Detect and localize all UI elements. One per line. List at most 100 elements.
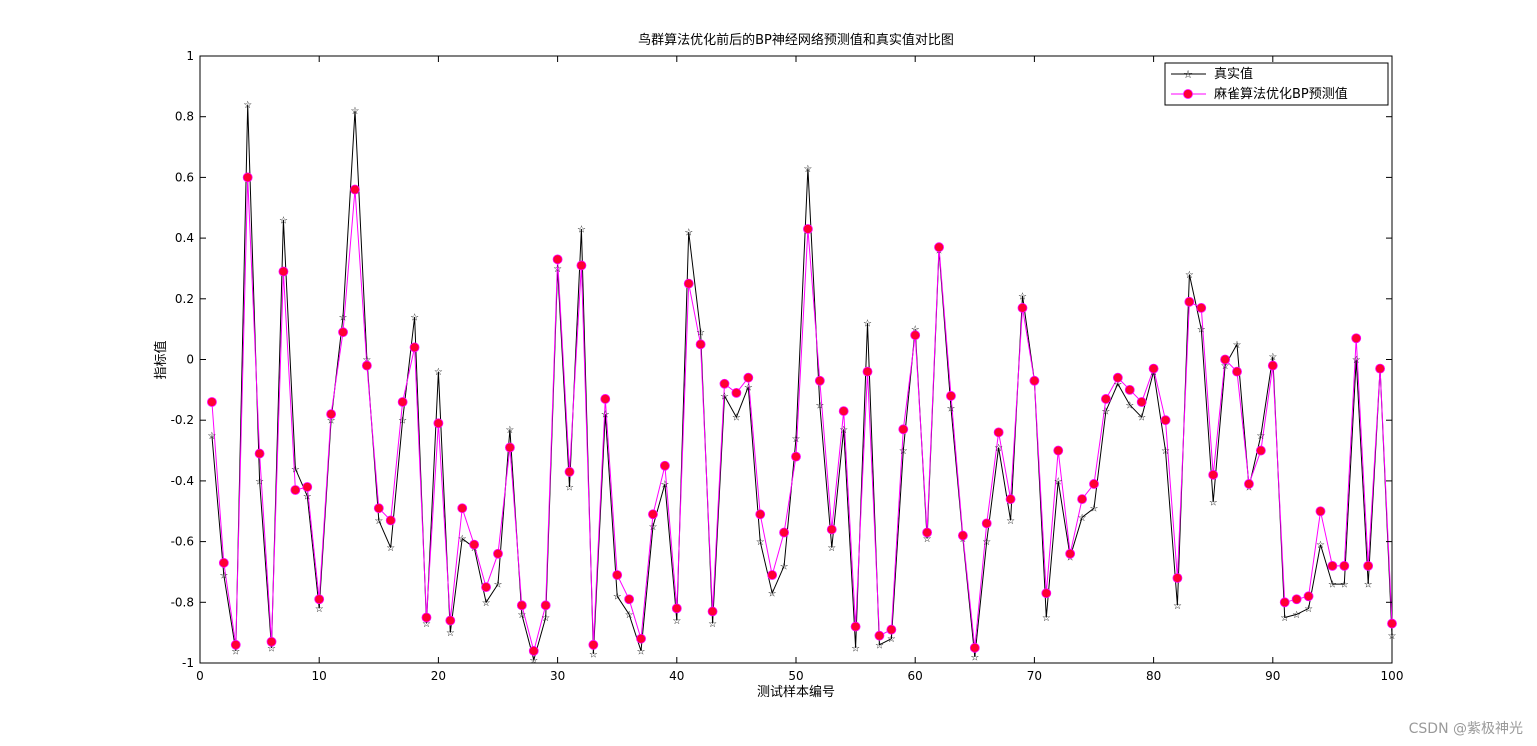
x-tick-label: 40: [669, 669, 684, 683]
point-pred: [1017, 303, 1028, 313]
point-pred: [1136, 397, 1147, 407]
point-pred: [469, 539, 480, 550]
point-true: ☆: [1209, 498, 1218, 509]
point-true: ☆: [541, 613, 550, 624]
point-pred: [1148, 363, 1159, 374]
point-true: ☆: [601, 410, 610, 421]
point-pred: [1351, 333, 1362, 344]
y-tick-label: -0.8: [171, 595, 194, 609]
point-pred: [838, 406, 849, 416]
point-true: ☆: [1137, 413, 1146, 424]
point-pred: [207, 397, 217, 407]
point-pred: [1279, 597, 1290, 608]
legend-label-true: 真实值: [1214, 66, 1253, 82]
legend-marker-pred: [1183, 89, 1193, 99]
point-true: ☆: [517, 610, 526, 621]
point-true: ☆: [291, 464, 300, 475]
point-pred: [1077, 494, 1087, 505]
plot-area: ☆☆☆☆☆☆☆☆☆☆☆☆☆☆☆☆☆☆☆☆☆☆☆☆☆☆☆☆☆☆☆☆☆☆☆☆☆☆☆☆…: [199, 55, 1397, 666]
point-true: ☆: [684, 228, 693, 239]
point-pred: [540, 600, 551, 611]
point-pred: [505, 442, 515, 453]
point-true: ☆: [1268, 352, 1277, 363]
point-pred: [397, 397, 408, 407]
legend-label-pred: 麻雀算法优化BP预测值: [1214, 86, 1348, 102]
x-tick-label: 90: [1265, 669, 1280, 683]
x-tick-label: 80: [1146, 669, 1161, 683]
point-pred: [874, 630, 885, 641]
point-true: ☆: [1328, 580, 1337, 591]
point-pred: [385, 515, 396, 526]
point-true: ☆: [672, 616, 681, 627]
point-pred: [457, 503, 468, 514]
point-pred: [934, 242, 944, 253]
point-pred: [767, 570, 778, 580]
point-pred: [1291, 594, 1302, 605]
point-pred: [1101, 394, 1111, 404]
y-tick-label: 0.8: [175, 110, 194, 124]
point-pred: [1184, 296, 1195, 307]
point-pred: [1255, 445, 1266, 456]
point-pred: [1315, 506, 1326, 517]
point-pred: [731, 387, 742, 398]
point-true: ☆: [815, 401, 824, 412]
x-tick-label: 10: [312, 669, 327, 683]
point-true: ☆: [219, 570, 228, 581]
point-true: ☆: [1185, 270, 1194, 281]
point-true: ☆: [970, 652, 979, 663]
x-axis: 0 10 20 30 40 50 60 70 80 90 100: [196, 56, 1403, 683]
point-true: ☆: [386, 543, 395, 554]
point-true: ☆: [982, 537, 991, 548]
point-pred: [1387, 618, 1397, 629]
point-pred: [302, 482, 313, 492]
watermark: CSDN @紫极神光: [1408, 721, 1523, 737]
legend-box: [1164, 62, 1389, 106]
point-pred: [1124, 384, 1135, 395]
point-true: ☆: [696, 328, 705, 339]
point-pred: [648, 509, 658, 520]
point-pred: [814, 375, 825, 386]
point-true: ☆: [1233, 340, 1242, 351]
point-true: ☆: [875, 640, 884, 651]
point-true: ☆: [648, 522, 657, 533]
point-pred: [314, 594, 325, 605]
point-true: ☆: [529, 655, 538, 666]
point-pred: [981, 518, 992, 529]
point-true: ☆: [231, 646, 240, 657]
point-pred: [1160, 415, 1171, 426]
point-pred: [755, 509, 766, 520]
point-pred: [910, 330, 921, 341]
point-pred: [1232, 366, 1242, 377]
point-true: ☆: [1292, 610, 1301, 621]
point-true: ☆: [756, 537, 765, 548]
y-tick-label: -0.4: [171, 474, 194, 488]
point-true: ☆: [410, 313, 419, 324]
point-pred: [969, 642, 980, 653]
point-true: ☆: [398, 416, 407, 427]
point-true: ☆: [422, 619, 431, 630]
point-pred: [230, 639, 241, 650]
y-tick-label: 1: [186, 49, 194, 63]
point-true: ☆: [589, 649, 598, 660]
point-true: ☆: [1197, 325, 1206, 336]
y-tick-label: 0.6: [175, 170, 194, 184]
point-true: ☆: [279, 215, 288, 226]
point-true: ☆: [911, 325, 920, 336]
point-pred: [695, 339, 706, 350]
point-pred: [600, 394, 611, 404]
point-true: ☆: [827, 543, 836, 554]
point-true: ☆: [1256, 431, 1265, 442]
point-pred: [1172, 573, 1183, 583]
x-tick-label: 50: [788, 669, 803, 683]
point-pred: [350, 184, 360, 195]
point-pred: [326, 409, 337, 420]
point-pred: [290, 485, 301, 495]
point-true: ☆: [637, 646, 646, 657]
point-pred: [636, 633, 646, 644]
point-true: ☆: [708, 619, 717, 630]
y-tick-label: 0.2: [175, 292, 194, 306]
point-pred: [862, 366, 873, 377]
point-true: ☆: [243, 100, 252, 111]
point-true: ☆: [863, 319, 872, 330]
point-true: ☆: [1340, 580, 1349, 591]
